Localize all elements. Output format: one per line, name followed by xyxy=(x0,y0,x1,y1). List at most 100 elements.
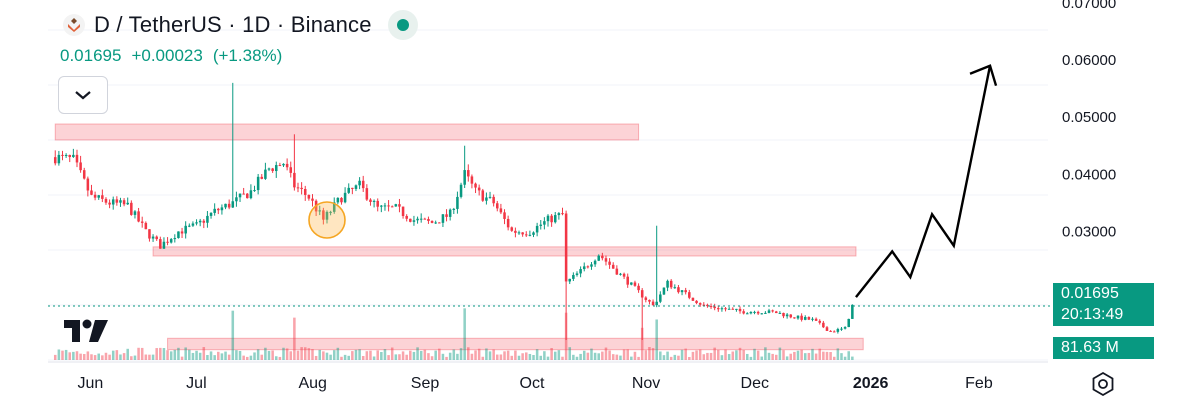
candle-body xyxy=(126,202,129,205)
candle-body xyxy=(474,183,477,188)
volume-bar xyxy=(717,349,720,360)
volume-bar xyxy=(351,351,354,360)
candle-body xyxy=(756,311,760,314)
volume-bar xyxy=(347,355,350,360)
candle-body xyxy=(597,255,600,261)
candle-body xyxy=(608,261,611,265)
candle-body xyxy=(340,197,343,203)
candle-body xyxy=(140,221,144,223)
candle-body xyxy=(448,209,452,217)
volume-bar xyxy=(764,347,767,360)
candle-body xyxy=(217,208,220,211)
volume-bar xyxy=(539,355,543,360)
price-quote: 0.01695 +0.00023 (+1.38%) xyxy=(60,46,282,66)
volume-bar xyxy=(514,350,517,360)
volume-bar xyxy=(293,317,296,360)
zone-rect xyxy=(167,337,864,351)
volume-bar xyxy=(709,352,713,360)
candle-body xyxy=(477,187,481,191)
candle-body xyxy=(684,290,687,293)
candle-body xyxy=(206,215,209,223)
candle-body xyxy=(832,331,836,333)
volume-bar xyxy=(662,355,666,360)
candle-body xyxy=(586,266,590,268)
collapse-button[interactable] xyxy=(58,76,108,114)
volume-bar xyxy=(724,349,727,360)
volume-bar xyxy=(492,349,495,360)
volume-bar xyxy=(271,350,274,360)
volume-bar xyxy=(474,350,477,360)
volume-bar xyxy=(325,352,329,360)
volume-bar xyxy=(510,355,514,360)
tradingview-logo-icon[interactable] xyxy=(62,318,110,344)
candle-body xyxy=(626,276,629,285)
candle-body xyxy=(778,312,782,314)
volume-bar xyxy=(256,349,260,360)
candle-body xyxy=(630,282,633,285)
volume-bar xyxy=(242,355,245,360)
volume-bar xyxy=(220,353,224,360)
volume-bar xyxy=(630,356,633,360)
volume-bar xyxy=(731,351,735,360)
candle-body xyxy=(655,301,658,306)
candle-body xyxy=(137,211,140,222)
volume-bar xyxy=(651,348,655,360)
volume-bar xyxy=(582,350,586,360)
candle-body xyxy=(180,231,184,234)
volume-bar xyxy=(706,352,709,360)
candle-body xyxy=(423,218,427,220)
candle-body xyxy=(336,197,340,203)
candle-body xyxy=(818,320,822,323)
symbol-title[interactable]: D / TetherUS · 1D · Binance xyxy=(94,12,372,37)
candle-body xyxy=(133,211,137,215)
volume-bar xyxy=(503,351,506,360)
candle-body xyxy=(166,241,169,243)
candle-body xyxy=(68,154,72,158)
volume-bar xyxy=(622,349,626,360)
candle-body xyxy=(318,210,322,212)
candle-body xyxy=(499,208,503,213)
volume-bar xyxy=(702,354,706,360)
candle-body xyxy=(774,311,778,314)
volume-bar xyxy=(800,349,803,360)
candle-body xyxy=(557,213,561,216)
volume-bar xyxy=(274,356,278,360)
volume-bar xyxy=(688,356,691,360)
candle-body xyxy=(793,317,796,319)
volume-bar xyxy=(593,352,597,360)
candle-body xyxy=(738,308,742,312)
candle-body xyxy=(680,290,684,293)
volume-bar xyxy=(332,350,336,360)
volume-bar xyxy=(119,354,122,360)
volume-bar xyxy=(180,356,184,360)
market-open-dot-icon[interactable] xyxy=(387,10,418,40)
gear-icon[interactable] xyxy=(1090,371,1116,397)
volume-bar xyxy=(553,351,557,360)
candle-body xyxy=(144,222,148,230)
candle-body xyxy=(622,273,626,277)
volume-bar xyxy=(807,352,811,360)
candle-body xyxy=(75,154,79,163)
volume-bar xyxy=(499,354,503,360)
volume-bar xyxy=(57,349,61,360)
volume-bar xyxy=(463,308,466,360)
candle-body xyxy=(278,165,282,167)
volume-bar xyxy=(822,351,825,360)
candle-body xyxy=(492,196,495,204)
candle-body xyxy=(108,202,111,205)
volume-bar xyxy=(343,354,347,360)
candle-body xyxy=(666,280,669,288)
volume-bar xyxy=(825,351,829,360)
candle-body xyxy=(416,218,419,221)
volume-bar xyxy=(398,354,401,360)
candle-body xyxy=(97,195,100,198)
candle-body xyxy=(568,278,572,282)
candle-body xyxy=(673,287,677,289)
volume-bar xyxy=(720,355,724,360)
candle-body xyxy=(343,192,347,203)
volume-bar xyxy=(785,356,789,360)
volume-bar xyxy=(448,352,452,360)
candle-body xyxy=(807,317,811,320)
volume-bar xyxy=(467,347,470,360)
candle-body xyxy=(524,234,528,236)
